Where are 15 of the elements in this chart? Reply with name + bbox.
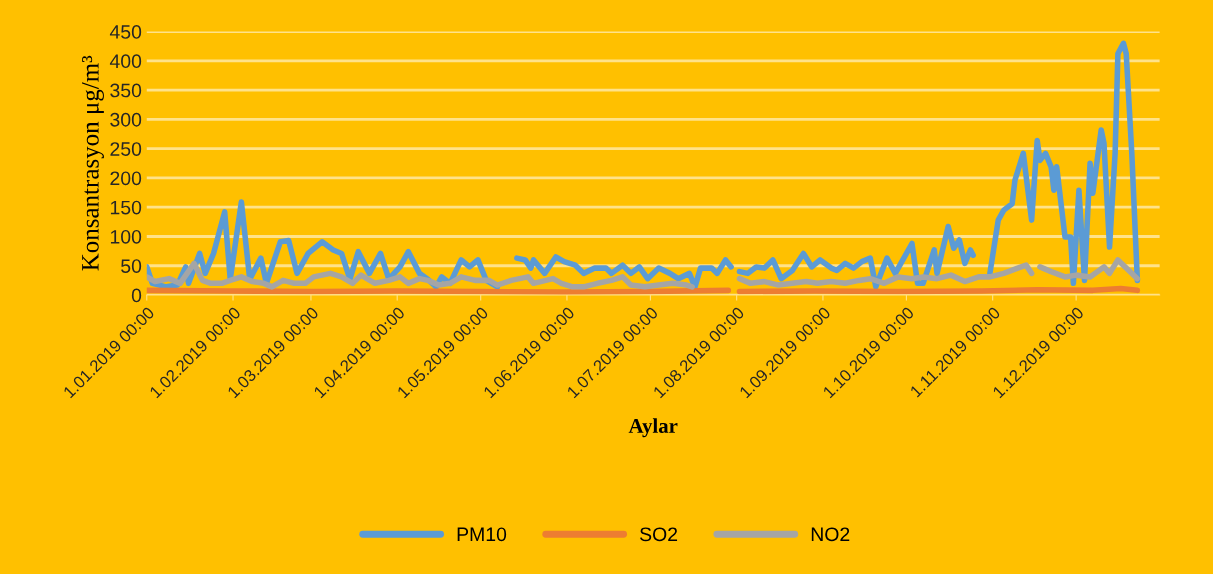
y-tick-label: 100 (110, 229, 142, 244)
legend-label: PM10 (457, 527, 507, 542)
y-tick-label: 200 (110, 171, 142, 186)
y-axis-title: Konsantrasyon μg/m³ (82, 55, 104, 271)
y-tick-label: 250 (110, 142, 142, 156)
y-tick-label: 450 (109, 25, 142, 39)
y-tick-label: 400 (109, 54, 142, 69)
y-tick-label: 50 (121, 259, 142, 273)
y-tick-label: 300 (110, 112, 142, 127)
y-tick-label: 0 (131, 288, 142, 303)
x-axis-title: Aylar (628, 418, 678, 438)
y-tick-label: 150 (110, 200, 142, 215)
legend-label: SO2 (640, 527, 678, 542)
y-tick-label: 350 (110, 83, 142, 98)
legend-label: NO2 (811, 527, 850, 542)
